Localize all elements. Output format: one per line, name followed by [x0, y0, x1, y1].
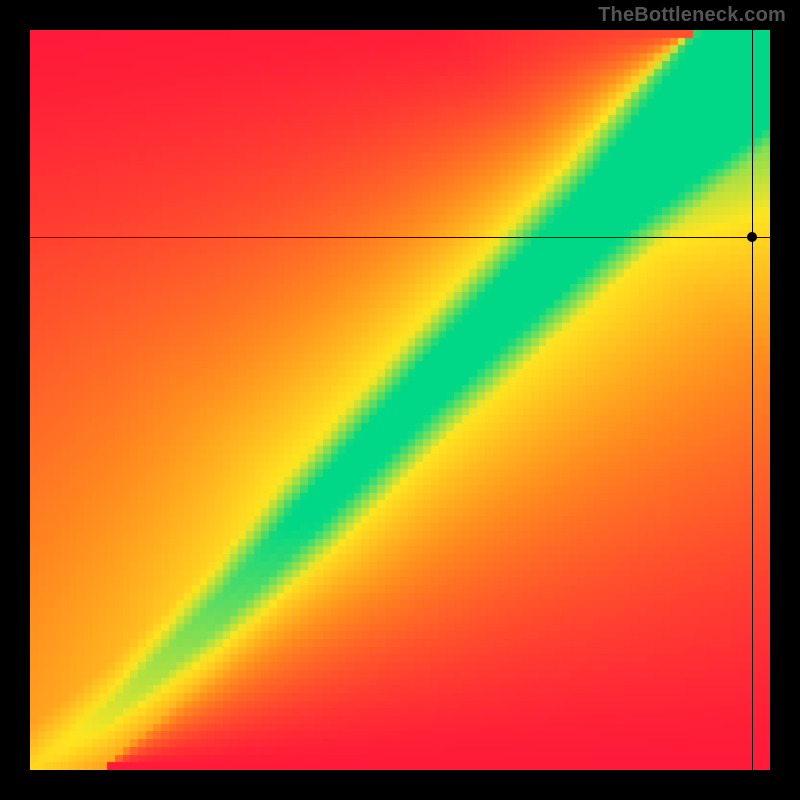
chart-container: TheBottleneck.com [0, 0, 800, 800]
watermark-text: TheBottleneck.com [598, 4, 786, 27]
crosshair-marker [747, 232, 757, 242]
crosshair-horizontal [30, 237, 770, 238]
bottleneck-heatmap [30, 30, 770, 770]
crosshair-vertical [752, 30, 753, 770]
